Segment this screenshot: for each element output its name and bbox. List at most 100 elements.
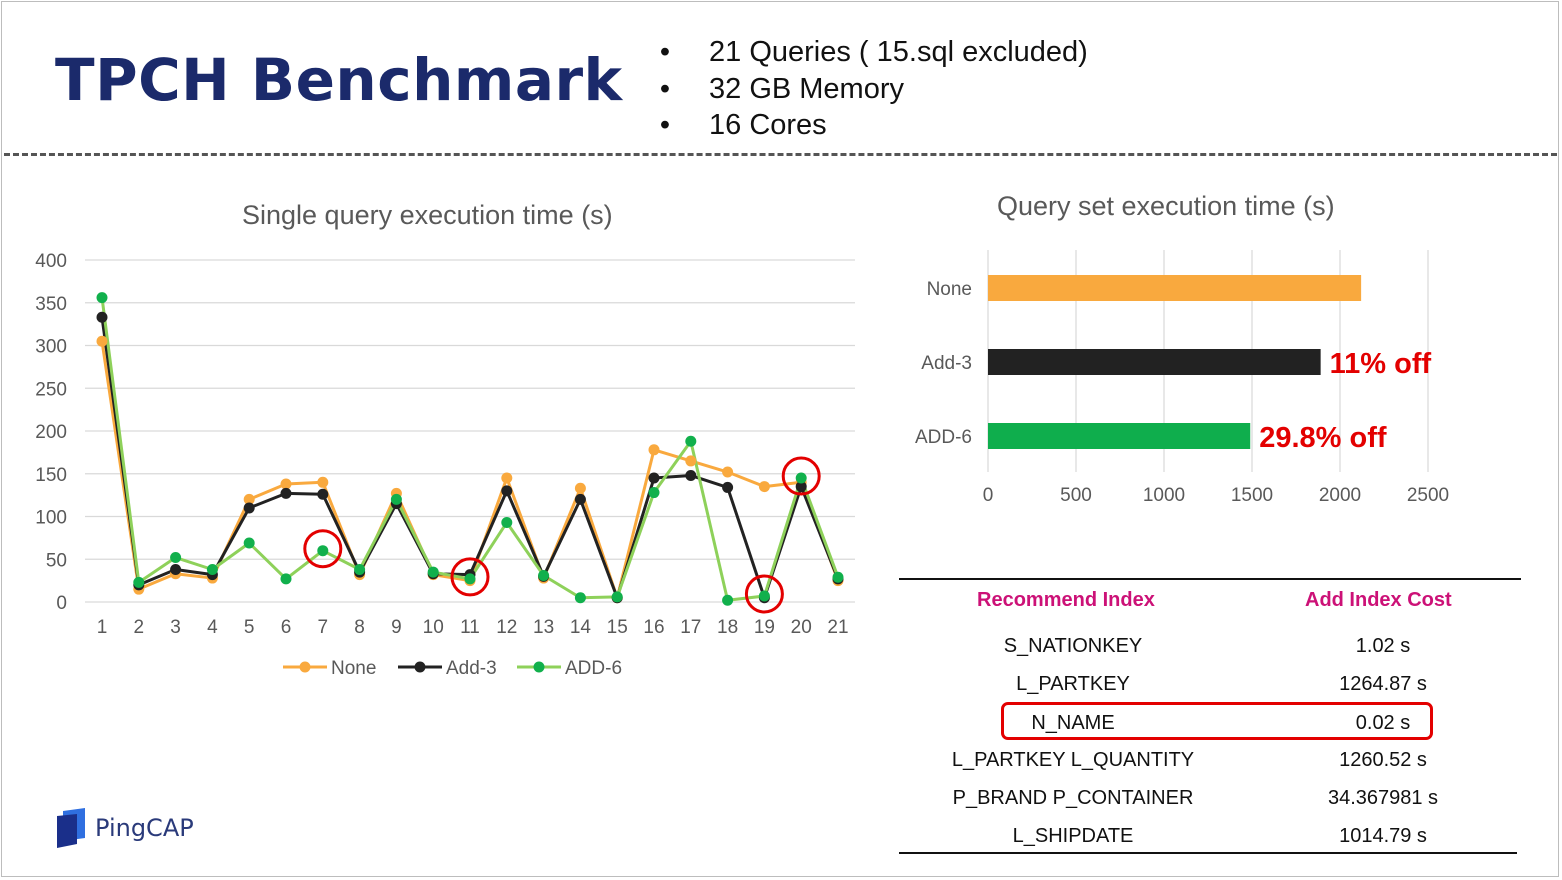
data-point-add-6 [648,487,660,499]
data-point-none [317,476,329,488]
x-tick-label: 19 [754,617,775,638]
x-tick-label: 20 [791,617,812,638]
y-tick-label: 250 [35,379,67,400]
x-tick-label: 1000 [1143,485,1185,506]
table-cell-index: L_PARTKEY L_QUANTITY [951,749,1195,771]
x-tick-label: 0 [983,485,994,506]
data-point-add-6 [722,594,734,606]
bullet-item: • 32 GB Memory [655,71,1088,108]
table-cell-index: L_SHIPDATE [1012,825,1134,847]
bar-data-label: 29.8% off [1259,422,1387,454]
pingcap-logo: PingCAP [55,808,194,848]
data-point-add-3 [317,488,329,500]
highlight-circle [744,574,784,614]
y-tick-label: 400 [35,251,67,272]
x-tick-label: 14 [570,617,592,638]
data-point-add-3 [280,487,292,499]
x-tick-label: 2500 [1407,485,1449,506]
table-cell-cost: 1264.87 s [1339,673,1427,695]
legend-label: ADD-6 [565,658,622,679]
data-point-add-6 [354,564,366,576]
line-chart-title: Single query execution time (s) [242,200,613,230]
bullet-dot-icon: • [659,109,671,141]
data-point-add-6 [464,573,476,585]
data-point-add-6 [243,537,255,549]
x-tick-label: 7 [318,617,329,638]
y-tick-label: 200 [35,422,67,443]
data-point-add-6 [501,516,513,528]
data-point-add-3 [501,485,513,497]
data-point-none [685,455,697,467]
y-tick-label: 100 [35,508,67,529]
data-point-add-3 [648,472,660,484]
x-tick-label: 13 [533,617,554,638]
highlight-circle [781,456,821,496]
data-point-add-6 [133,576,145,588]
table-cell-index: N_NAME [1031,712,1115,734]
legend-marker [533,661,545,673]
x-tick-label: 16 [643,617,664,638]
y-tick-label: 350 [35,294,67,315]
table-bottom-rule [899,852,1517,854]
data-point-add-6 [758,590,770,602]
data-point-none [648,444,660,456]
bar-chart-title: Query set execution time (s) [997,191,1335,221]
table-cell-index: L_PARTKEY [1016,673,1130,695]
bar-chart: 0 500 1000 1500 2000 2500 None Add-3 11% off ADD-… [915,250,1449,506]
table-cell-cost: 1.02 s [1355,635,1411,657]
data-point-add-6 [206,564,218,576]
bullet-dot-icon: • [659,72,671,105]
table-top-rule [899,578,1521,580]
legend-marker [414,661,426,673]
data-point-none [96,335,108,347]
y-tick-label: 50 [46,550,67,571]
x-tick-label: 10 [423,617,444,638]
legend-label: None [331,658,376,679]
x-tick-label: 15 [607,617,628,638]
data-point-add-6 [427,566,439,578]
table-cell-index: S_NATIONKEY [1003,635,1143,657]
x-tick-label: 18 [717,617,738,638]
data-point-none [243,493,255,505]
data-point-add-6 [574,592,586,604]
bullet-text: 16 Cores [709,109,827,141]
data-point-add-6 [170,552,182,564]
data-point-add-3 [96,311,108,323]
x-tick-label: 11 [460,617,480,638]
series-line-add-6 [100,297,840,602]
table-cell-cost: 1014.79 s [1339,825,1427,847]
table-header-cost: Add Index Cost [1305,589,1452,611]
x-tick-label: 8 [354,617,365,638]
x-tick-label: 17 [680,617,701,638]
x-tick-label: 12 [496,617,517,638]
data-point-none [574,482,586,494]
pingcap-logo-icon [57,808,85,848]
y-tick-label: 150 [35,465,67,486]
table-header-index: Recommend Index [977,589,1155,611]
data-point-none [280,478,292,490]
table-cell-index: P_BRAND P_CONTAINER [952,787,1194,809]
series-line-add-3 [100,317,840,600]
data-point-add-6 [611,591,623,603]
highlight-circle [303,529,343,569]
dashed-divider [4,153,1557,156]
data-point-add-6 [538,569,550,581]
table-cell-cost: 0.02 s [1355,712,1411,734]
x-tick-label: 5 [244,617,255,638]
data-point-add-6 [96,292,108,304]
highlight-box-n-name [1001,702,1433,740]
spec-bullet-list: • 21 Queries ( 15.sql excluded) • 32 GB Me… [655,34,1088,144]
category-label: Add-3 [921,353,972,374]
data-point-add-6 [685,435,697,447]
legend-marker [299,661,311,673]
bar-add-6 [988,423,1251,449]
data-point-add-6 [832,571,844,583]
highlight-circle [450,557,490,597]
bullet-item: • 21 Queries ( 15.sql excluded) [655,34,1088,71]
x-tick-label: 2 [134,617,145,638]
x-tick-label: 1 [97,617,108,638]
x-tick-label: 9 [391,617,402,638]
x-tick-label: 6 [281,617,292,638]
